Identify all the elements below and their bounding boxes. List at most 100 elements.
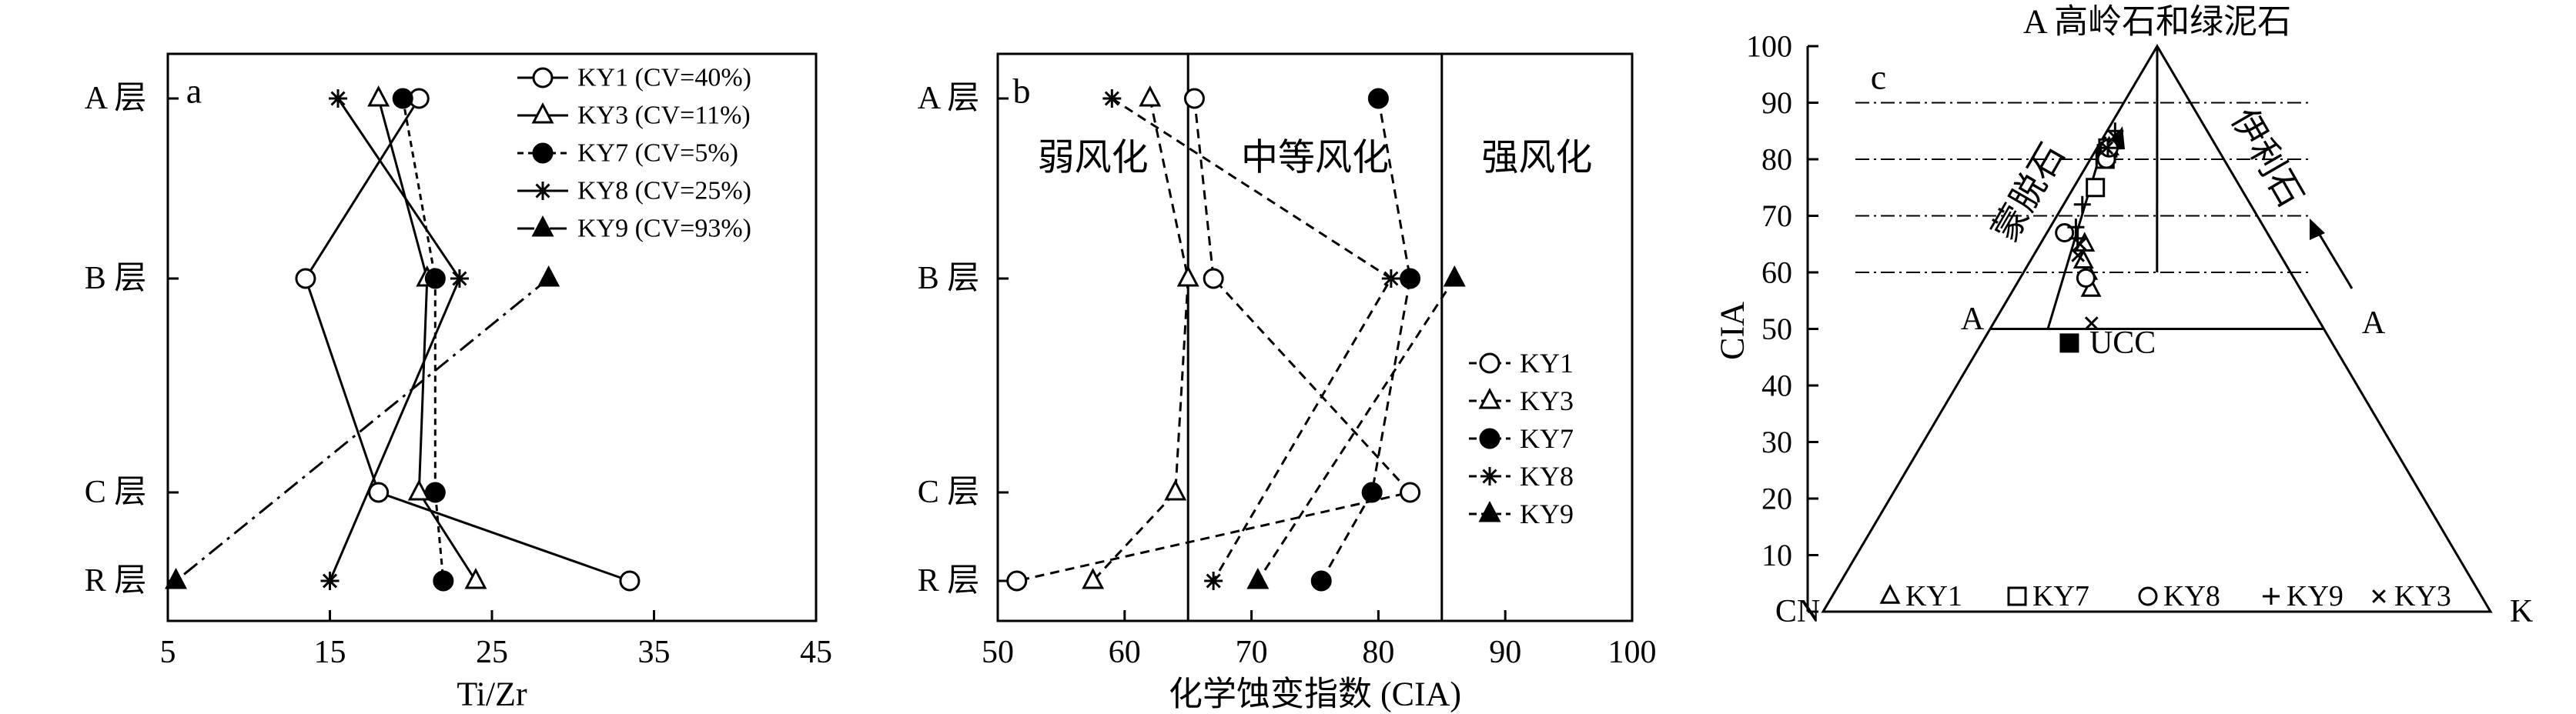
panel-a-series-line [329, 98, 461, 582]
panel-b-series-line [1256, 278, 1456, 582]
panel-a-layer-label: B 层 [85, 261, 147, 296]
panel-a-point [464, 567, 487, 589]
panel-a: a A 层 B 层 C 层 R 层 5 15 25 35 45 Ti/Zr KY1 (CV=40%) K… [85, 52, 832, 713]
panel-c-legend-marker [2263, 588, 2280, 605]
panel-a-legend-marker [532, 142, 554, 164]
panel-b-point [1204, 572, 1223, 590]
panel-c-y-tick-label: 70 [1761, 199, 1792, 233]
panel-c-point [2067, 219, 2085, 236]
panel-c-legend-label: KY3 [2394, 580, 2451, 612]
panel-c-illite-label: 伊利石 [2223, 102, 2310, 213]
panel-c-point [2069, 229, 2086, 247]
panel-a-series-line [401, 98, 445, 582]
panel-b-legend-label: KY9 [1520, 499, 1574, 529]
panel-a-x-tick-label: 25 [476, 635, 508, 670]
panel-b-point [1006, 570, 1028, 592]
panel-c-y-tick-label: 60 [1761, 255, 1792, 290]
panel-b: b A 层 B 层 C 层 R 层 50 60 70 80 90 100 化学蚀变指数 (CIA) 弱风… [918, 52, 1657, 713]
panel-c-y-tick-label: 90 [1761, 85, 1792, 120]
panel-a-legend-marker [531, 215, 554, 237]
panel-a-point [424, 482, 446, 503]
panel-a-layer-label: C 层 [85, 475, 147, 510]
panel-b-x-tick-label: 60 [1109, 635, 1141, 670]
panel-b-zone-label: 强风化 [1481, 138, 1592, 178]
panel-a-legend-marker [534, 182, 552, 200]
panel-c-point [2073, 237, 2087, 252]
panel-b-point [1139, 85, 1162, 107]
panel-c-vertex-top: A 高岭石和绿泥石 [2023, 3, 2291, 41]
panel-b-series-line [1320, 98, 1412, 582]
panel-b-legend-marker [1480, 467, 1499, 485]
panel-a-point [450, 269, 469, 288]
panel-b-legend-marker [1479, 352, 1500, 374]
panel-b-label: b [1013, 72, 1031, 111]
panel-b-legend-label: KY7 [1520, 423, 1574, 454]
panel-c-arrowhead [2310, 219, 2325, 240]
panel-b-point [1203, 268, 1224, 289]
panel-a-point [165, 567, 188, 589]
panel-c-legend-label: KY7 [2032, 580, 2089, 612]
panel-a-point [329, 89, 348, 108]
panel-c-point [2073, 195, 2091, 213]
panel-c-vertex-left: CN [1775, 594, 1820, 629]
panel-b-x-tick-label: 100 [1608, 635, 1657, 670]
panel-a-series-line [304, 98, 631, 582]
panel-b-x-tick-label: 50 [982, 635, 1014, 670]
panel-b-legend-marker [1478, 387, 1501, 409]
panel-b-legend-marker [1478, 500, 1501, 522]
panel-a-label: a [186, 72, 202, 111]
panel-b-legend-label: KY3 [1520, 385, 1574, 416]
panel-c-point [2055, 223, 2075, 243]
panel-b-point [1443, 265, 1466, 287]
panel-a-point [368, 482, 390, 503]
panel-c-point [2084, 316, 2099, 330]
panel-c-legend-marker [2138, 586, 2158, 606]
panel-b-point [1361, 482, 1383, 503]
panel-a-point [295, 268, 316, 289]
panel-b-x-axis-label: 化学蚀变指数 (CIA) [1169, 676, 1461, 713]
panel-b-layer-label: A 层 [918, 81, 980, 116]
panel-c-point [2099, 141, 2114, 155]
panel-a-point [433, 570, 454, 592]
panel-b-zone-label: 中等风化 [1241, 138, 1389, 178]
panel-b-frame [996, 52, 1634, 622]
panel-a-point [392, 88, 413, 109]
panel-a-point [367, 85, 390, 107]
panel-a-point [424, 268, 446, 289]
panel-a-x-tick-label: 45 [800, 635, 832, 670]
panel-c-y-tick-label: 80 [1761, 142, 1792, 177]
panel-c-y-tick-label: 100 [1746, 29, 1792, 64]
panel-a-x-axis-label: Ti/Zr [457, 676, 527, 713]
panel-c-point [2086, 178, 2106, 198]
panel-a-x-tick-label: 5 [160, 635, 176, 670]
panel-c-legend-label: KY1 [1905, 580, 1962, 612]
panel-c-y-tick-label: 40 [1761, 369, 1792, 403]
panel-c-arrow [2316, 230, 2354, 289]
panel-c-axis-mark-right: A [2362, 305, 2386, 341]
panel-c-axis-mark-left: A [1961, 302, 1985, 337]
panel-a-point [407, 479, 430, 501]
panel-b-point [1164, 479, 1187, 501]
panel-b-point [1381, 269, 1400, 288]
panel-a-point [320, 572, 340, 590]
panel-a-legend-label: KY1 (CV=40%) [577, 64, 751, 92]
panel-a-legend-label: KY3 (CV=11%) [577, 102, 751, 130]
panel-b-point [1246, 567, 1270, 589]
panel-c-legend-marker [2372, 589, 2386, 603]
panel-b-point [1400, 268, 1421, 289]
panel-b-point [1102, 89, 1122, 108]
panel-c-legend-label: KY8 [2163, 580, 2220, 612]
panel-c-ucc-label: UCC [2089, 325, 2156, 361]
panel-a-layer-label: A 层 [85, 81, 147, 116]
panel-b-point [1310, 570, 1332, 592]
panel-b-point [1367, 88, 1389, 109]
panel-c-legend-label: KY9 [2287, 580, 2343, 612]
panel-b-x-tick-label: 80 [1362, 635, 1394, 670]
panel-b-point [1400, 482, 1421, 503]
panel-c-y-tick-label: 20 [1761, 482, 1792, 516]
panel-c-point [2071, 249, 2086, 262]
panel-c-y-axis-label: CIA [1714, 302, 1751, 360]
panel-a-legend-label: KY8 (CV=25%) [577, 177, 751, 205]
